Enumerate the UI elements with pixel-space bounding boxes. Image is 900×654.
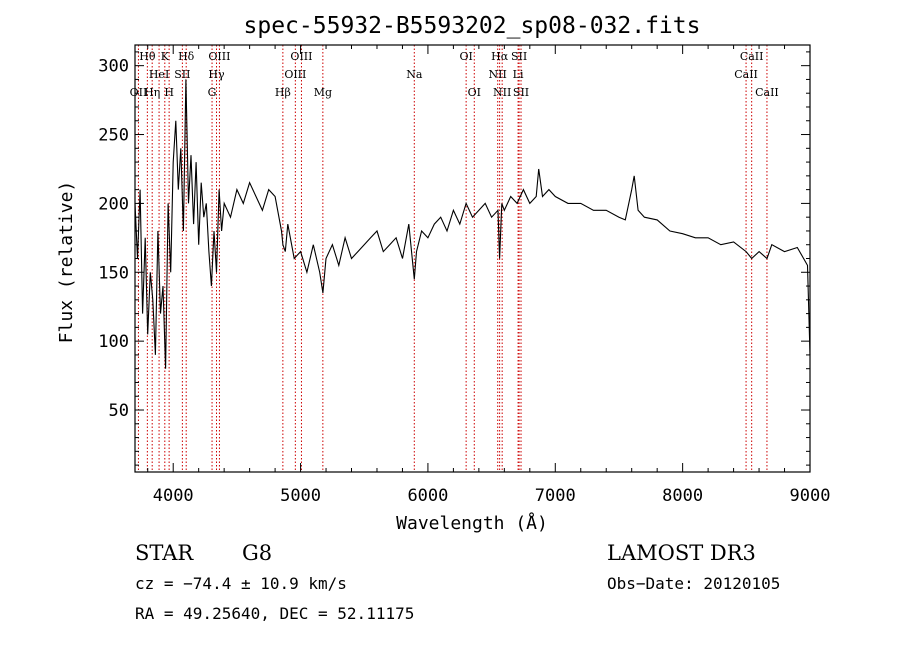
line-marker-label: OII	[130, 86, 148, 99]
x-tick-label: 5000	[280, 486, 321, 506]
line-marker-label: OI	[468, 86, 481, 99]
line-marker-label: Na	[406, 68, 423, 81]
line-marker-label: H	[164, 86, 174, 99]
y-tick-label: 200	[98, 194, 129, 214]
line-marker-label: SII	[174, 68, 190, 81]
line-marker-label: NII	[489, 68, 507, 81]
y-tick-label: 300	[98, 57, 129, 77]
x-tick-label: 8000	[662, 486, 703, 506]
line-marker-label: Hδ	[178, 50, 195, 63]
line-marker-label: OIII	[284, 68, 306, 81]
line-marker-label: OIII	[208, 50, 230, 63]
object-subclass: G8	[242, 541, 272, 565]
x-tick-label: 9000	[790, 486, 831, 506]
line-marker-lines	[137, 45, 768, 472]
x-axis-ticks: 4000 5000 6000 7000 8000 9000	[147, 45, 831, 506]
line-marker-label: OI	[459, 50, 472, 63]
line-marker-label: CaII	[740, 50, 764, 63]
line-marker-label: G	[208, 86, 217, 99]
y-tick-label: 50	[109, 401, 129, 421]
line-marker-label: K	[161, 50, 170, 63]
line-marker-label: CaII	[755, 86, 779, 99]
chart-title: spec-55932-B5593202_sp08-032.fits	[244, 13, 701, 39]
line-marker-label: Mg	[314, 86, 332, 99]
x-tick-label: 7000	[535, 486, 576, 506]
observation-date: Obs−Date: 20120105	[607, 574, 780, 593]
line-marker-label: HeI	[149, 68, 169, 81]
coordinates: RA = 49.25640, DEC = 52.11175	[135, 604, 414, 623]
survey-name: LAMOST DR3	[607, 541, 756, 565]
line-marker-label: Hη	[144, 86, 160, 99]
object-class: STAR	[135, 541, 194, 565]
spectrum-line	[134, 79, 811, 369]
line-marker-label: SII	[513, 86, 529, 99]
plot-frame	[134, 44, 811, 473]
line-marker-label: Hγ	[208, 68, 225, 81]
y-axis-ticks: 50 100 150 200 250 300	[98, 51, 810, 466]
line-marker-label: Hβ	[275, 86, 291, 99]
y-axis-label: Flux (relative)	[56, 181, 77, 344]
line-marker-label: Hθ	[139, 50, 156, 63]
line-marker-label: SII	[511, 50, 527, 63]
y-tick-label: 250	[98, 126, 129, 146]
line-marker-label: CaII	[734, 68, 758, 81]
x-axis-label: Wavelength (Å)	[396, 512, 548, 534]
x-tick-label: 6000	[407, 486, 448, 506]
line-marker-label: OIII	[290, 50, 312, 63]
line-marker-label: NII	[493, 86, 511, 99]
y-tick-label: 100	[98, 332, 129, 352]
line-marker-label: Li	[513, 68, 524, 81]
y-tick-label: 150	[98, 263, 129, 283]
line-marker-label: Hα	[491, 50, 509, 63]
redshift-cz: cz = −74.4 ± 10.9 km/s	[135, 574, 347, 593]
x-tick-label: 4000	[153, 486, 194, 506]
